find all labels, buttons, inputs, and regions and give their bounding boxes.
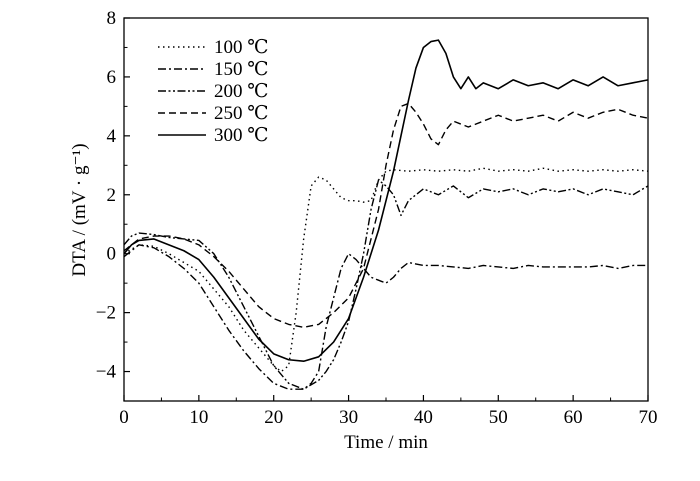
legend-label-2: 150 ℃ [214,59,269,80]
legend-label-4: 250 ℃ [214,103,269,124]
y-ticks: −4 −2 0 2 4 6 8 [96,8,130,402]
y-tick-label: 2 [107,185,117,206]
series-line-3 [123,179,649,390]
y-tick-label: 8 [107,8,117,29]
y-tick-label: 6 [107,67,117,88]
x-tick-label: 70 [639,407,658,428]
x-tick-label: 10 [189,407,208,428]
legend-label-1: 100 ℃ [214,37,269,58]
legend-label-5: 300 ℃ [214,125,269,146]
x-tick-label: 40 [414,407,433,428]
series-layer [123,39,649,390]
y-tick-label: 4 [107,126,117,147]
series-line-4 [123,102,649,329]
x-tick-label: 50 [489,407,508,428]
y-axis-label: DTA / (mV · g⁻¹) [69,143,90,276]
series-line-2 [123,244,648,390]
x-tick-label: 20 [264,407,283,428]
y-tick-label: −2 [96,303,116,324]
x-tick-label: 30 [339,407,358,428]
x-axis-label: Time / min [344,432,428,453]
x-tick-label: 0 [119,407,129,428]
y-tick-label: −4 [96,362,117,383]
series-line-5 [123,39,649,363]
x-ticks: 0 10 20 30 40 50 60 70 [119,395,658,428]
x-tick-label: 60 [564,407,583,428]
y-tick-label: 0 [107,244,117,265]
legend-label-3: 200 ℃ [214,81,269,102]
plot-frame [123,17,649,402]
